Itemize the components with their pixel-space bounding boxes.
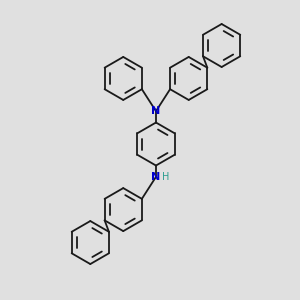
Text: H: H <box>162 172 169 182</box>
Text: N: N <box>151 106 160 116</box>
Text: N: N <box>151 172 160 182</box>
